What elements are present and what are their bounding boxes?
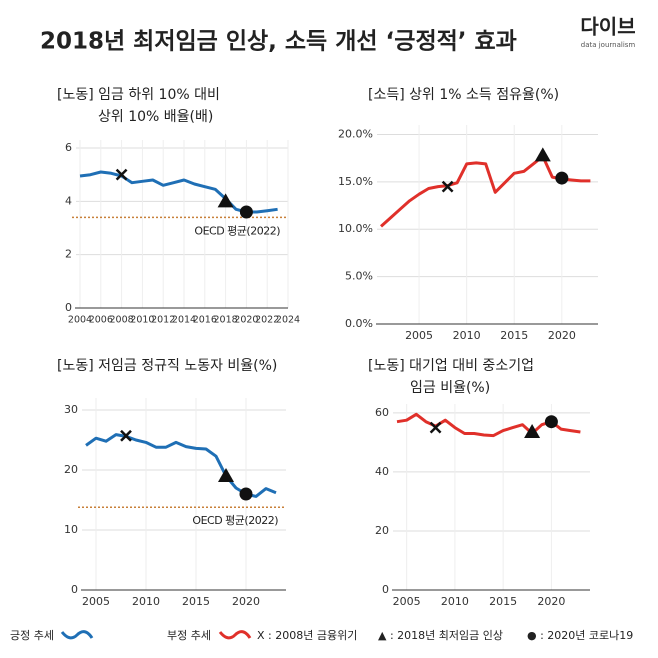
- marker-circle: [544, 415, 558, 429]
- chart-title: [소득] 상위 1% 소득 점유율(%): [368, 87, 559, 103]
- y-tick-label: 10.0%: [338, 222, 373, 235]
- marker-circle: [555, 171, 569, 185]
- data-line: [85, 433, 277, 498]
- marker-triangle: [534, 147, 551, 162]
- legend-label: 긍정 추세: [10, 629, 54, 642]
- legend-swatch: [218, 630, 252, 640]
- y-tick-label: 0: [382, 583, 389, 596]
- x-tick-label: 2010: [441, 595, 469, 608]
- logo-sub: data journalism: [581, 41, 636, 49]
- x-tick-label: 2014: [172, 315, 196, 326]
- y-tick-label: 40: [375, 465, 389, 478]
- x-tick-label: 2015: [182, 595, 210, 608]
- logo: 다이브: [580, 15, 635, 39]
- y-tick-label: 2: [65, 248, 72, 261]
- marker-triangle: [524, 424, 541, 439]
- y-tick-label: 20: [375, 524, 389, 537]
- y-tick-label: 4: [65, 194, 72, 207]
- x-tick-label: 2008: [110, 315, 134, 326]
- y-tick-label: 5.0%: [345, 270, 373, 283]
- x-tick-label: 2010: [132, 595, 160, 608]
- symbol-legend: X : 2008년 금융위기: [257, 629, 357, 642]
- x-tick-label: 2015: [500, 329, 528, 342]
- x-tick-label: 2004: [68, 315, 92, 326]
- y-tick-label: 30: [64, 403, 78, 416]
- chart-title: 상위 10% 배율(배): [98, 109, 213, 125]
- x-tick-label: 2020: [234, 315, 258, 326]
- y-tick-label: 20.0%: [338, 127, 373, 140]
- marker-triangle: [218, 468, 234, 482]
- marker-circle: [239, 205, 253, 219]
- x-tick-label: 2022: [255, 315, 279, 326]
- legend-label: 부정 추세: [167, 629, 211, 642]
- x-tick-label: 2018: [214, 315, 238, 326]
- symbol-legend: ● : 2020년 코로나19: [527, 629, 633, 642]
- x-tick-label: 2010: [130, 315, 154, 326]
- x-tick-label: 2010: [453, 329, 481, 342]
- symbol-legend: ▲ : 2018년 최저임금 인상: [378, 629, 503, 642]
- x-tick-label: 2015: [489, 595, 517, 608]
- reference-label: OECD 평균(2022): [194, 224, 280, 237]
- y-tick-label: 20: [64, 463, 78, 476]
- chart-title: [노동] 임금 하위 10% 대비: [57, 87, 220, 103]
- marker-circle: [239, 487, 253, 501]
- legend-swatch: [60, 630, 94, 640]
- marker-triangle: [217, 193, 234, 208]
- page-title: 2018년 최저임금 인상, 소득 개선 ‘긍정적’ 효과: [40, 29, 517, 55]
- x-tick-label: 2016: [193, 315, 217, 326]
- x-tick-label: 2005: [82, 595, 110, 608]
- x-tick-label: 2012: [151, 315, 175, 326]
- y-tick-label: 15.0%: [338, 175, 373, 188]
- y-tick-label: 0: [71, 583, 78, 596]
- y-tick-label: 60: [375, 406, 389, 419]
- chart-title: [노동] 대기업 대비 중소기업: [368, 358, 534, 374]
- x-tick-label: 2024: [276, 315, 300, 326]
- x-tick-label: 2020: [232, 595, 260, 608]
- marker-x: [429, 421, 442, 434]
- chart-title: [노동] 저임금 정규직 노동자 비율(%): [57, 358, 277, 374]
- marker-x: [441, 180, 454, 193]
- x-tick-label: 2005: [393, 595, 421, 608]
- marker-x: [120, 429, 132, 442]
- marker-x: [115, 168, 128, 181]
- data-line: [379, 154, 591, 228]
- chart-title: 임금 비율(%): [410, 380, 490, 396]
- y-tick-label: 10: [64, 523, 78, 536]
- x-tick-label: 2020: [548, 329, 576, 342]
- y-tick-label: 6: [65, 141, 72, 154]
- reference-label: OECD 평균(2022): [192, 514, 278, 527]
- x-tick-label: 2006: [89, 315, 113, 326]
- y-tick-label: 0: [65, 301, 72, 314]
- y-tick-label: 0.0%: [345, 317, 373, 330]
- x-tick-label: 2005: [405, 329, 433, 342]
- x-tick-label: 2020: [537, 595, 565, 608]
